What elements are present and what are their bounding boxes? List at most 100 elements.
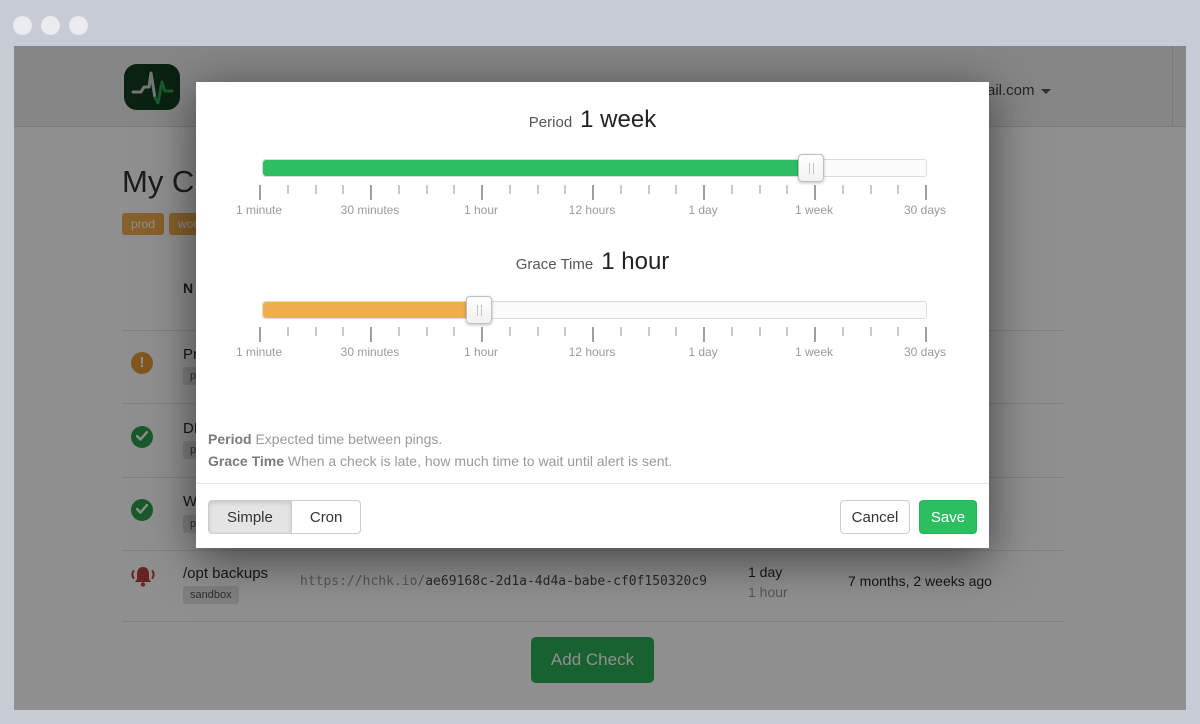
tick-label: 30 days: [903, 203, 947, 217]
period-heading: Period 1 week: [196, 106, 989, 134]
period-label: Period: [528, 114, 573, 131]
tick-minor: [619, 185, 622, 194]
timeout-settings-modal: Period 1 week 1 minute 30 minutes 1 hour 12 …: [196, 82, 989, 548]
tick-minor: [536, 327, 539, 336]
tick-major: [481, 185, 483, 200]
grace-slider-handle[interactable]: [466, 296, 493, 324]
tick-minor: [869, 185, 872, 194]
tick-label: 12 hours: [568, 345, 616, 359]
grace-tick-scale: [259, 327, 927, 343]
tick-label: 1 week: [794, 345, 834, 359]
status-late-icon: !: [131, 352, 153, 374]
row-divider: [122, 621, 1064, 622]
tick-minor: [786, 185, 789, 194]
tick-label: 12 hours: [568, 203, 616, 217]
tick-label: 30 minutes: [340, 203, 400, 217]
tick-major: [925, 327, 927, 342]
tick-major: [703, 185, 705, 200]
simple-mode-button[interactable]: Simple: [208, 500, 292, 534]
window-dot-close[interactable]: [13, 16, 32, 35]
column-header-name: N: [183, 280, 194, 296]
save-button[interactable]: Save: [919, 500, 977, 534]
tick-label: 1 day: [688, 203, 718, 217]
tick-minor: [758, 185, 761, 194]
period-slider-fill: [263, 160, 812, 176]
cron-mode-button[interactable]: Cron: [291, 500, 362, 534]
grace-slider-fill: [263, 302, 480, 318]
tick-minor: [425, 327, 428, 336]
account-email: ail.com: [987, 82, 1035, 99]
tick-minor: [397, 327, 400, 336]
tick-minor: [286, 327, 289, 336]
period-cell: 1 day: [748, 564, 783, 580]
window-dot-maximize[interactable]: [69, 16, 88, 35]
period-slider-handle[interactable]: [798, 154, 825, 182]
tick-minor: [453, 185, 456, 194]
tick-major: [814, 185, 816, 200]
help-period-term: Period: [208, 431, 252, 447]
tick-minor: [675, 185, 678, 194]
healthchecks-logo-icon[interactable]: [124, 64, 180, 110]
check-name[interactable]: Pr: [183, 346, 198, 363]
tick-minor: [342, 185, 345, 194]
ping-url-host: https://hchk.io/: [300, 574, 426, 589]
check-name[interactable]: /opt backups: [183, 565, 269, 582]
period-tick-scale: [259, 185, 927, 201]
tick-major: [481, 327, 483, 342]
tick-minor: [730, 185, 733, 194]
tick-major: [814, 327, 816, 342]
tick-major: [592, 327, 594, 342]
period-tick-labels: 1 minute 30 minutes 1 hour 12 hours 1 day 1 w…: [236, 203, 946, 219]
tick-minor: [508, 327, 511, 336]
cancel-button[interactable]: Cancel: [840, 500, 910, 534]
check-tag[interactable]: sandbox: [183, 586, 239, 604]
tick-minor: [564, 185, 567, 194]
tick-label: 30 minutes: [340, 345, 400, 359]
account-menu[interactable]: ail.com: [987, 82, 1051, 99]
tick-minor: [397, 185, 400, 194]
window-dot-minimize[interactable]: [41, 16, 60, 35]
tick-major: [592, 185, 594, 200]
grace-cell: 1 hour: [748, 584, 788, 600]
grace-slider[interactable]: [262, 296, 927, 324]
tick-label: 1 week: [794, 203, 834, 217]
status-up-icon: [131, 499, 153, 521]
tick-major: [259, 327, 261, 342]
tick-minor: [897, 327, 900, 336]
tick-minor: [647, 327, 650, 336]
tick-label: 1 minute: [235, 345, 283, 359]
tick-label: 1 minute: [235, 203, 283, 217]
tick-minor: [286, 185, 289, 194]
alert-bell-icon: [129, 563, 157, 596]
status-up-icon: [131, 426, 153, 448]
tick-major: [925, 185, 927, 200]
add-check-button[interactable]: Add Check: [531, 637, 654, 683]
tick-minor: [786, 327, 789, 336]
tick-minor: [619, 327, 622, 336]
tag-filter-prod[interactable]: prod: [122, 213, 165, 235]
tick-major: [259, 185, 261, 200]
help-grace-term: Grace Time: [208, 453, 285, 469]
help-period-body: Expected time between pings.: [251, 431, 443, 447]
tick-minor: [841, 185, 844, 194]
caret-down-icon: [1040, 88, 1051, 94]
ping-url[interactable]: https://hchk.io/ae69168c-2d1a-4d4a-babe-…: [300, 574, 707, 589]
tick-major: [370, 185, 372, 200]
tick-minor: [425, 185, 428, 194]
tick-minor: [730, 327, 733, 336]
tick-minor: [869, 327, 872, 336]
row-divider: [122, 550, 1064, 551]
page-title: My C: [122, 164, 195, 199]
last-ping-cell: 7 months, 2 weeks ago: [848, 573, 992, 589]
help-grace-body: When a check is late, how much time to w…: [284, 453, 673, 469]
period-slider[interactable]: [262, 154, 927, 182]
checks-page: ail.com My C prod work N ! Pr pr DB pr W…: [14, 46, 1186, 710]
tick-minor: [453, 327, 456, 336]
grace-heading: Grace Time 1 hour: [196, 248, 989, 276]
grace-tick-labels: 1 minute 30 minutes 1 hour 12 hours 1 day 1 w…: [236, 345, 946, 361]
modal-footer: Simple Cron Cancel Save: [196, 483, 989, 548]
navbar-divider: [1172, 46, 1173, 127]
tick-minor: [675, 327, 678, 336]
help-period-line: Period Expected time between pings.: [208, 428, 672, 450]
